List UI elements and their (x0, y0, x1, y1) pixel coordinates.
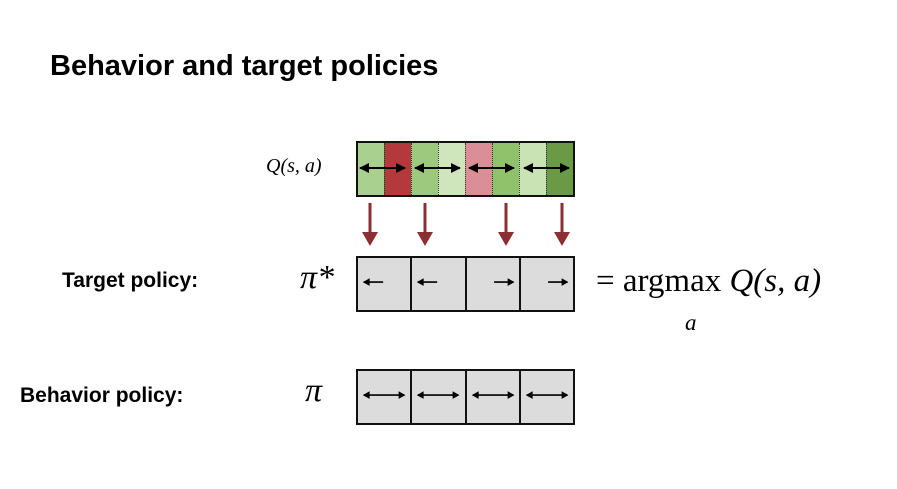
q-cell (384, 143, 411, 195)
left-right-arrow-icon (525, 391, 569, 399)
target-cell (518, 258, 573, 310)
q-cell (519, 143, 546, 195)
behavior-cell (464, 371, 519, 423)
q-cell (546, 143, 573, 195)
down-arrow-head (417, 232, 433, 246)
left-right-arrow-icon (471, 391, 514, 399)
left-right-arrow-icon (417, 391, 460, 399)
q-cell (358, 143, 384, 195)
down-arrows (362, 203, 570, 246)
argmax-func: Q(s, a) (729, 263, 822, 299)
q-value-strip (356, 141, 575, 197)
right-arrow-icon (493, 278, 514, 286)
behavior-cell (410, 371, 464, 423)
behavior-policy-grid (356, 369, 575, 425)
target-policy-grid (356, 256, 575, 312)
q-cell (465, 143, 492, 195)
slide-title: Behavior and target policies (50, 50, 439, 82)
q-cell (438, 143, 465, 195)
behavior-policy-symbol: π (305, 372, 323, 409)
q-label: Q(s, a) (266, 155, 322, 177)
down-arrow-head (498, 232, 514, 246)
down-arrow-head (362, 232, 378, 246)
target-policy-label: Target policy: (62, 269, 199, 292)
left-right-arrow-icon (362, 391, 406, 399)
q-cell (492, 143, 519, 195)
target-cell (358, 258, 410, 310)
left-arrow-icon (417, 278, 438, 286)
behavior-policy-label: Behavior policy: (20, 384, 184, 407)
behavior-cell (358, 371, 410, 423)
target-cell (410, 258, 464, 310)
left-arrow-icon (362, 278, 384, 286)
behavior-cell (518, 371, 573, 423)
down-arrow-head (554, 232, 570, 246)
argmax-subscript: a (685, 310, 697, 335)
target-policy-symbol: π* (300, 259, 335, 296)
q-cell (411, 143, 438, 195)
argmax-prefix: = argmax (596, 263, 722, 299)
target-cell (464, 258, 519, 310)
argmax-equation: = argmax Q(s, a) (596, 263, 821, 300)
right-arrow-icon (547, 278, 569, 286)
